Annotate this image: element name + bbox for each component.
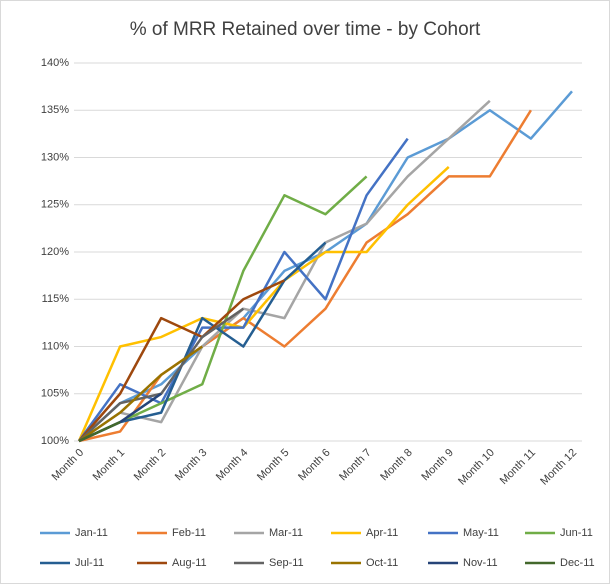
series-line bbox=[78, 420, 121, 443]
y-tick-label: 110% bbox=[42, 340, 70, 352]
legend-label: Jan-11 bbox=[75, 527, 108, 539]
legend-label: Nov-11 bbox=[463, 557, 498, 569]
series-line bbox=[78, 99, 491, 443]
y-tick-label: 120% bbox=[41, 246, 69, 258]
chart-title: % of MRR Retained over time - by Cohort bbox=[130, 19, 481, 40]
series-line bbox=[78, 279, 285, 442]
legend-label: Oct-11 bbox=[366, 557, 398, 569]
legend-label: Aug-11 bbox=[172, 557, 207, 569]
legend-label: Apr-11 bbox=[366, 527, 398, 539]
legend-label: Sep-11 bbox=[269, 557, 304, 569]
legend-label: Dec-11 bbox=[560, 557, 595, 569]
series-line bbox=[77, 137, 409, 442]
y-tick-label: 105% bbox=[41, 388, 69, 400]
y-tick-label: 135% bbox=[41, 104, 69, 116]
y-tick-label: 130% bbox=[41, 151, 69, 163]
legend-label: Mar-11 bbox=[269, 527, 303, 539]
y-tick-label: 140% bbox=[41, 57, 69, 69]
legend-label: Jun-11 bbox=[560, 527, 593, 539]
legend-label: Feb-11 bbox=[172, 527, 206, 539]
series-line bbox=[78, 109, 532, 443]
series-line bbox=[77, 166, 450, 442]
y-tick-label: 100% bbox=[41, 435, 69, 447]
legend-label: Jul-11 bbox=[75, 557, 104, 569]
y-tick-label: 115% bbox=[42, 293, 70, 305]
series-line bbox=[78, 307, 245, 442]
series-line bbox=[78, 345, 203, 443]
legend-label: May-11 bbox=[463, 527, 499, 539]
series-line bbox=[78, 175, 368, 443]
y-tick-label: 125% bbox=[41, 199, 69, 211]
